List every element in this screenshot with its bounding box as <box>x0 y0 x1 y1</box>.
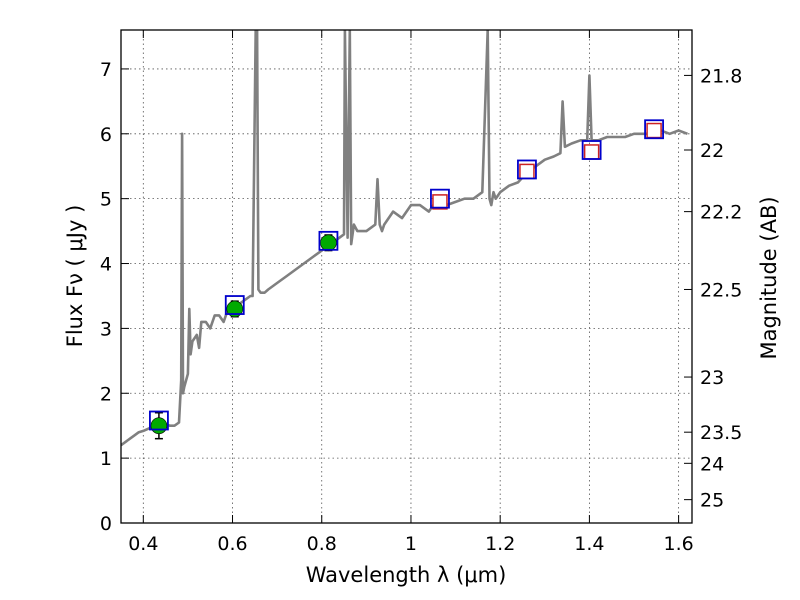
right-axis-tick-label: 22 <box>700 140 724 162</box>
plot-markers <box>149 119 664 440</box>
observed-point <box>150 417 168 434</box>
y-tick-label: 0 <box>100 513 112 535</box>
right-axis-tick-label: 23.5 <box>700 422 742 444</box>
x-axis-label: Wavelength λ (μm) <box>306 563 507 587</box>
plot-frame <box>120 29 693 524</box>
observed-point <box>320 234 337 252</box>
model-box <box>430 188 450 209</box>
right-axis-tick-label: 22.5 <box>700 279 742 301</box>
nir-marker <box>519 163 535 180</box>
right-axis-tick-label: 23 <box>700 367 724 389</box>
y-tick-label: 6 <box>100 124 112 146</box>
grid-lines <box>121 30 692 524</box>
y-tick-label: 7 <box>100 59 112 81</box>
model-box <box>517 159 537 180</box>
x-tick-label: 1.4 <box>574 533 604 555</box>
model-box <box>318 230 339 251</box>
right-axis-label: Magnitude (AB) <box>757 196 781 359</box>
model-box <box>149 410 169 431</box>
y-axis-label: Flux Fν ( μJy ) <box>63 205 87 348</box>
y-tick-label: 1 <box>100 448 112 470</box>
model-box <box>644 119 664 140</box>
x-tick-label: 0.8 <box>307 533 337 555</box>
nir-marker <box>646 122 662 139</box>
x-tick-label: 1.2 <box>485 533 515 555</box>
model-box <box>581 140 602 160</box>
plot-series <box>121 30 688 447</box>
right-axis-tick-label: 24 <box>700 453 724 475</box>
x-tick-label: 0.6 <box>217 533 247 555</box>
nir-marker <box>432 194 448 210</box>
y-tick-label: 3 <box>100 318 112 340</box>
y-tick-label: 4 <box>100 254 112 276</box>
nir-marker <box>583 144 600 160</box>
right-axis-tick-label: 25 <box>700 490 724 512</box>
observed-point <box>226 300 244 318</box>
x-tick-label: 1 <box>405 533 417 555</box>
right-axis-tick-label: 22.2 <box>700 202 742 224</box>
spectrum-line <box>121 30 688 447</box>
x-tick-label: 1.6 <box>664 533 694 555</box>
model-box <box>224 295 245 315</box>
y-tick-label: 5 <box>100 189 112 211</box>
y-tick-label: 2 <box>100 383 112 405</box>
right-axis-tick-label: 21.8 <box>700 65 742 87</box>
x-tick-label: 0.4 <box>128 533 158 555</box>
